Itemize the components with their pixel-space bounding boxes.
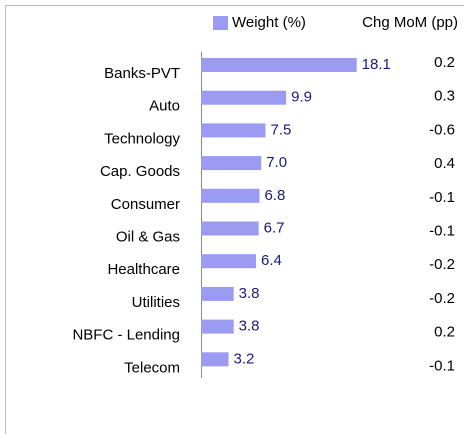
category-label: Healthcare xyxy=(107,261,180,278)
value-label: 7.0 xyxy=(266,154,287,171)
category-label: Telecom xyxy=(124,359,180,376)
category-label: NBFC - Lending xyxy=(72,327,180,344)
category-label: Cap. Goods xyxy=(100,163,180,180)
bar xyxy=(201,221,259,236)
chg-value: -0.2 xyxy=(429,256,455,273)
chg-value: 0.4 xyxy=(434,155,455,172)
chg-value: 0.2 xyxy=(434,324,455,341)
value-label: 6.4 xyxy=(261,252,282,269)
chg-value: 0.2 xyxy=(434,54,455,71)
legend-swatch xyxy=(213,16,228,30)
value-label: 3.2 xyxy=(234,350,255,367)
category-label: Consumer xyxy=(111,196,180,213)
value-label: 3.8 xyxy=(239,318,260,335)
bar xyxy=(201,156,262,171)
value-label: 6.8 xyxy=(264,187,285,204)
category-label: Technology xyxy=(104,130,180,147)
bar xyxy=(201,319,234,334)
chg-value: -0.1 xyxy=(429,189,455,206)
value-label: 18.1 xyxy=(362,56,391,73)
column-header: Chg MoM (pp) xyxy=(362,14,458,31)
bar xyxy=(201,188,260,203)
value-label: 3.8 xyxy=(239,285,260,302)
category-label: Banks-PVT xyxy=(104,65,180,82)
legend-label: Weight (%) xyxy=(232,14,306,31)
chg-value: 0.3 xyxy=(434,88,455,105)
category-label: Oil & Gas xyxy=(116,228,180,245)
bar xyxy=(201,254,257,269)
value-label: 7.5 xyxy=(271,121,292,138)
chg-value: -0.1 xyxy=(429,357,455,374)
bar xyxy=(201,352,229,367)
chg-value: -0.6 xyxy=(429,121,455,138)
value-label: 9.9 xyxy=(291,89,312,106)
category-label: Utilities xyxy=(132,294,180,311)
chg-value: -0.2 xyxy=(429,290,455,307)
bar xyxy=(201,90,287,105)
chg-value: -0.1 xyxy=(429,222,455,239)
bar xyxy=(201,123,266,138)
category-label: Auto xyxy=(149,98,180,115)
bar xyxy=(201,58,357,72)
bar xyxy=(201,286,234,301)
value-label: 6.7 xyxy=(264,219,285,236)
